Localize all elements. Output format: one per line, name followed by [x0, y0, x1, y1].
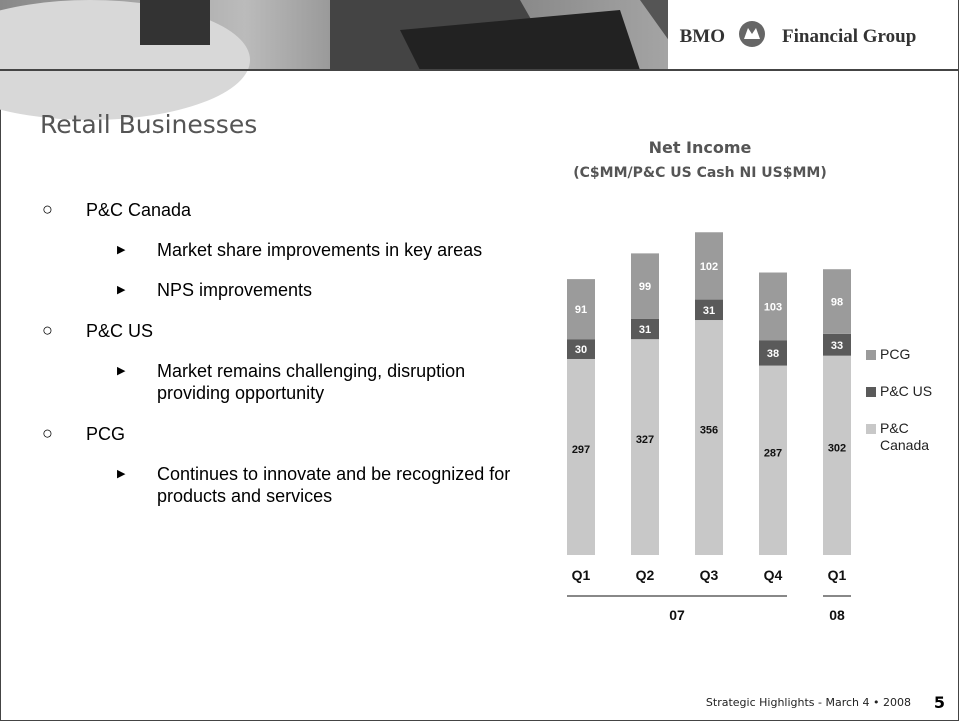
sub-bullet: Continues to innovate and be recognized … — [86, 463, 537, 507]
value-label: 98 — [831, 297, 843, 309]
bar-segment — [759, 272, 787, 341]
value-label: 327 — [636, 434, 654, 446]
value-label: 102 — [700, 261, 718, 273]
value-label: 38 — [767, 348, 779, 360]
bar-segment — [695, 299, 723, 321]
value-label: 31 — [639, 324, 651, 336]
value-label: 99 — [639, 281, 651, 293]
value-label: 287 — [764, 447, 782, 459]
x-tick-label: Q2 — [636, 567, 655, 583]
sub-bullet: Market share improvements in key areas — [86, 239, 537, 261]
legend-label: P&C US — [880, 383, 933, 399]
bar-segment — [759, 340, 787, 366]
bullet: P&C US Market remains challenging, disrup… — [40, 320, 540, 404]
bullet-list: P&C Canada Market share improvements in k… — [40, 199, 540, 527]
x-tick-label: Q3 — [700, 567, 719, 583]
bullet-text: P&C US — [86, 321, 154, 341]
bar-segment — [631, 339, 659, 555]
bullet: P&C Canada Market share improvements in k… — [40, 199, 540, 301]
bar-segment — [759, 365, 787, 555]
value-label: 33 — [831, 340, 843, 352]
bar-segment — [567, 279, 595, 340]
x-tick-label: Q1 — [828, 567, 847, 583]
value-label: 30 — [575, 344, 587, 356]
legend-label: P&C Canada — [880, 420, 930, 453]
value-label: 297 — [572, 444, 590, 456]
brand-suffix: Financial Group — [782, 26, 916, 47]
x-tick-label: Q4 — [764, 567, 783, 583]
legend-swatch — [866, 350, 876, 360]
bar-segment — [823, 269, 851, 334]
legend-swatch — [866, 387, 876, 397]
header-banner — [0, 0, 959, 120]
bar-segment — [631, 318, 659, 340]
bar-segment — [823, 355, 851, 555]
legend-item: P&C Canada — [866, 420, 950, 454]
value-label: 31 — [703, 305, 715, 317]
bar-segment — [567, 339, 595, 359]
bullet-text: PCG — [86, 424, 126, 444]
value-label: 103 — [764, 302, 782, 314]
bar-segment — [567, 358, 595, 555]
legend-item: PCG — [866, 346, 950, 363]
bar-segment — [695, 320, 723, 555]
slide-title: Retail Businesses — [40, 110, 258, 139]
legend-swatch — [866, 424, 876, 434]
sub-bullet: NPS improvements — [86, 279, 537, 301]
footer-text: Strategic Highlights - March 4 • 2008 — [705, 696, 911, 709]
value-label: 356 — [700, 425, 718, 437]
group-label: 07 — [669, 607, 685, 623]
bar-segment — [695, 232, 723, 300]
chart-subtitle: (C$MM/P&C US Cash NI US$MM) — [573, 165, 826, 181]
bullet: PCG Continues to innovate and be recogniz… — [40, 423, 540, 507]
x-tick-label: Q1 — [572, 567, 591, 583]
bar-segment — [631, 253, 659, 319]
legend-label: PCG — [880, 346, 911, 362]
chart-title: Net Income — [649, 138, 752, 157]
group-label: 08 — [829, 607, 845, 623]
bullet-text: P&C Canada — [86, 200, 192, 220]
legend: PCG P&C US P&C Canada — [866, 346, 950, 474]
legend-item: P&C US — [866, 383, 950, 400]
bar-segment — [823, 333, 851, 356]
value-label: 302 — [828, 442, 846, 454]
sub-bullet: Market remains challenging, disruption p… — [86, 360, 537, 404]
value-label: 91 — [575, 304, 587, 316]
page-number: 5 — [933, 693, 945, 712]
brand: BMO — [680, 26, 725, 47]
